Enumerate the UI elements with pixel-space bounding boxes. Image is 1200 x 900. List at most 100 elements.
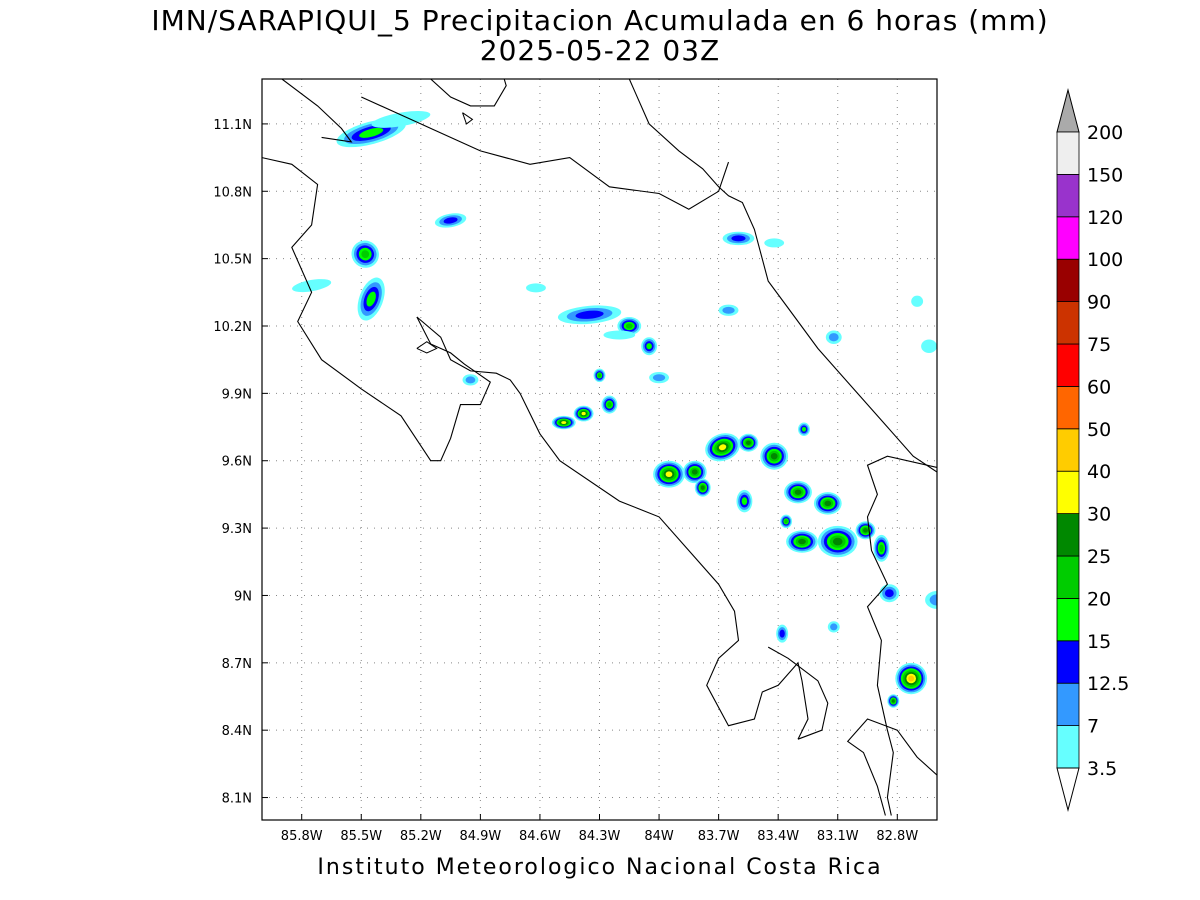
precipitation-field <box>292 111 937 708</box>
lon-tick-label: 85.2W <box>400 829 442 844</box>
lat-tick-label: 10.5N <box>213 253 252 268</box>
colorbar-level-label: 15 <box>1087 631 1111 653</box>
precip-cell <box>371 111 431 128</box>
lon-tick-label: 85.8W <box>281 829 323 844</box>
precip-cell <box>641 337 658 356</box>
island-outline <box>416 341 438 354</box>
precip-contour <box>700 485 705 490</box>
precip-cell <box>718 304 739 316</box>
precip-cell <box>573 405 594 422</box>
burica-shore <box>846 718 937 816</box>
precip-contour <box>691 469 698 475</box>
precip-contour <box>652 374 666 382</box>
lon-tick-label: 83.4W <box>757 829 799 844</box>
colorbar-swatch <box>1056 513 1080 557</box>
colorbar-swatch <box>1056 555 1080 599</box>
lat-tick-label: 8.4N <box>222 724 252 739</box>
colorbar-legend: 3.5 7 12.5 15 20 25 30 40 50 60 75 90 100 120 150 200 <box>1056 88 1129 812</box>
precip-contour <box>794 489 802 495</box>
lon-tick-label: 84.9W <box>459 829 501 844</box>
precip-cell <box>603 330 636 340</box>
precip-cell <box>921 339 937 353</box>
precip-contour <box>863 528 868 533</box>
colorbar-swatch <box>1056 428 1080 472</box>
precip-contour <box>929 594 937 606</box>
precip-contour <box>745 440 751 445</box>
precip-cell <box>925 590 937 609</box>
colorbar-under-arrow <box>1056 767 1080 812</box>
precip-cell <box>760 442 789 470</box>
precip-cell <box>292 279 332 293</box>
precip-cell <box>738 433 759 452</box>
colorbar-swatch <box>1056 301 1080 345</box>
colorbar-over-arrow <box>1056 88 1080 133</box>
osa-gulf-shore <box>767 646 829 740</box>
colorbar-level-label: 150 <box>1087 164 1123 186</box>
precip-cell <box>786 530 818 553</box>
lat-tick-label: 8.7N <box>222 657 252 672</box>
colorbar-level-label: 200 <box>1087 122 1123 144</box>
precip-cell <box>351 240 379 268</box>
institution-credit: Instituto Meteorologico Nacional Costa R… <box>317 855 883 880</box>
precip-contour <box>603 330 636 340</box>
colorbar-swatch <box>1056 725 1080 769</box>
lon-tick-label: 84.3W <box>579 829 621 844</box>
precip-cell <box>649 372 669 384</box>
gulf-of-nicoya-shore <box>416 316 809 740</box>
precip-cell <box>887 694 900 708</box>
lon-tick-label: 82.8W <box>876 829 918 844</box>
precip-cell <box>462 374 479 386</box>
precip-contour <box>575 310 604 319</box>
precip-contour <box>625 323 633 329</box>
colorbar-level-label: 60 <box>1087 376 1111 398</box>
precip-cell <box>682 460 707 484</box>
axis-ticks: 85.8W 85.5W 85.2W 84.9W 84.6W 84.3W 84W 83.7W 83… <box>213 118 918 844</box>
colorbar-level-label: 3.5 <box>1087 758 1117 780</box>
precip-cell <box>895 662 928 695</box>
colorbar-swatch <box>1056 598 1080 642</box>
map-title: IMN/SARAPIQUI_5 Precipitacion Acumulada … <box>151 4 1049 37</box>
lat-tick-label: 9N <box>234 589 252 604</box>
map-valid-time: 2025-05-22 03Z <box>479 34 721 67</box>
colorbar-swatch <box>1056 470 1080 515</box>
precip-contour <box>824 500 832 507</box>
precip-cell <box>653 460 685 488</box>
precip-cell <box>813 492 842 515</box>
colorbar-level-label: 7 <box>1087 716 1099 738</box>
nicaragua-border <box>361 96 730 210</box>
precip-cell <box>798 422 810 437</box>
precip-cell <box>873 534 890 562</box>
precip-contour <box>665 471 673 478</box>
colorbar-level-label: 50 <box>1087 419 1111 441</box>
colorbar-level-label: 75 <box>1087 334 1111 356</box>
precip-contour <box>832 537 843 546</box>
precip-cell <box>551 415 576 430</box>
precip-contour <box>921 339 937 353</box>
precip-contour <box>443 217 458 224</box>
precip-cell <box>617 317 642 335</box>
precip-contour <box>770 452 778 460</box>
precip-contour <box>911 295 924 307</box>
lat-tick-label: 9.9N <box>222 387 252 402</box>
colorbar-level-label: 120 <box>1087 207 1123 229</box>
precip-cell <box>694 478 711 497</box>
lon-tick-label: 84W <box>644 829 674 844</box>
precip-cell <box>776 624 789 643</box>
precip-cell <box>780 514 793 529</box>
precip-cell <box>557 305 622 325</box>
precip-contour <box>891 699 895 703</box>
precip-cell <box>601 395 618 414</box>
precip-cell <box>784 480 812 504</box>
precip-contour <box>526 283 546 293</box>
precip-contour <box>597 373 602 378</box>
panama-border <box>866 455 937 816</box>
lake-outline <box>430 79 507 107</box>
precip-cell <box>827 621 840 633</box>
coastlines-borders <box>262 79 937 816</box>
nicaragua-lake-shore <box>281 79 353 143</box>
precip-contour <box>798 538 806 545</box>
precip-cell <box>817 525 858 558</box>
precip-contour <box>581 411 586 416</box>
precip-contour <box>779 629 785 638</box>
